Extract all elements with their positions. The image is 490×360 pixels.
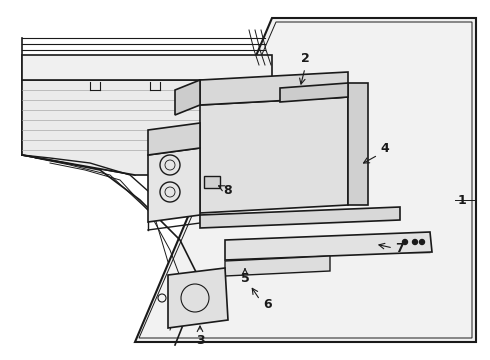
Polygon shape	[348, 83, 368, 205]
Text: 5: 5	[241, 271, 249, 284]
Circle shape	[402, 239, 408, 244]
Text: 4: 4	[381, 141, 390, 154]
Polygon shape	[204, 176, 220, 188]
Polygon shape	[280, 83, 348, 102]
Text: 7: 7	[395, 242, 404, 255]
Circle shape	[413, 239, 417, 244]
Polygon shape	[225, 232, 432, 260]
Polygon shape	[175, 80, 200, 115]
Polygon shape	[22, 55, 272, 80]
Polygon shape	[148, 123, 200, 155]
Polygon shape	[200, 72, 348, 105]
Polygon shape	[225, 256, 330, 276]
Polygon shape	[22, 80, 272, 175]
Polygon shape	[200, 97, 348, 213]
Polygon shape	[168, 268, 228, 328]
Text: 8: 8	[224, 184, 232, 197]
Polygon shape	[200, 207, 400, 228]
Polygon shape	[135, 18, 476, 342]
Text: 1: 1	[458, 194, 466, 207]
Polygon shape	[148, 148, 200, 222]
Text: 6: 6	[264, 298, 272, 311]
Circle shape	[419, 239, 424, 244]
Text: 2: 2	[301, 51, 309, 64]
Text: 3: 3	[196, 333, 204, 346]
